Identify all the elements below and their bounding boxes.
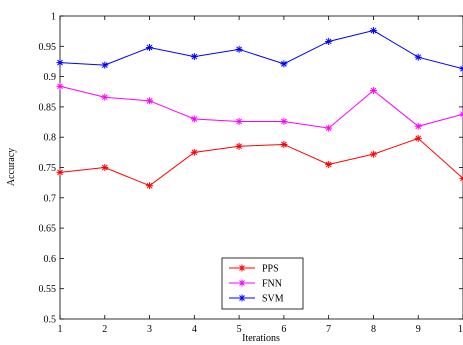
data-point-fnn <box>369 87 377 95</box>
series-line-fnn <box>59 85 463 129</box>
data-point-fnn <box>190 115 198 123</box>
legend: PPS FNN SVM <box>221 257 304 310</box>
y-tick-label: 0.65 <box>39 224 57 235</box>
data-point-pps <box>235 142 243 150</box>
data-point-pps <box>190 148 198 156</box>
y-tick-label: 1 <box>51 12 56 23</box>
y-tick-label: 0.9 <box>44 72 57 83</box>
x-tick-label: 8 <box>371 324 376 335</box>
data-point-pps <box>414 134 422 142</box>
data-point-fnn <box>414 122 422 130</box>
x-tick-label: 10 <box>458 324 463 335</box>
data-point-svm <box>56 59 64 67</box>
y-tick-label: 0.95 <box>39 42 57 53</box>
series-line-svm <box>59 30 463 70</box>
data-point-svm <box>414 53 422 61</box>
y-axis-label: Accuracy <box>6 148 17 186</box>
x-tick-label: 9 <box>416 324 421 335</box>
data-point-pps <box>280 140 288 148</box>
data-point-svm <box>235 45 243 53</box>
legend-marker-pps <box>238 264 246 272</box>
data-point-svm <box>280 60 288 68</box>
x-axis-label: Iterations <box>242 333 280 344</box>
x-tick-label: 4 <box>192 324 197 335</box>
data-point-fnn <box>56 82 64 90</box>
data-point-pps <box>459 174 463 182</box>
y-tick-label: 0.6 <box>44 254 57 265</box>
x-tick-label: 3 <box>147 324 152 335</box>
y-tick-label: 0.75 <box>39 163 57 174</box>
data-point-svm <box>190 53 198 61</box>
x-tick-label: 6 <box>281 324 286 335</box>
data-point-svm <box>146 44 154 52</box>
x-tick-label: 1 <box>58 324 63 335</box>
y-tick-label: 0.8 <box>44 133 57 144</box>
data-point-pps <box>369 150 377 158</box>
y-tick-label: 0.55 <box>39 284 57 295</box>
data-point-pps <box>146 182 154 190</box>
data-point-fnn <box>146 97 154 105</box>
x-tick-label: 5 <box>237 324 242 335</box>
series-line-pps <box>59 137 463 187</box>
data-point-svm <box>369 27 377 35</box>
legend-label-svm: SVM <box>262 294 284 305</box>
legend-label-pps: PPS <box>262 264 279 275</box>
legend-marker-fnn <box>238 279 246 287</box>
data-point-pps <box>56 168 64 176</box>
x-tick-label: 2 <box>102 324 107 335</box>
data-point-svm <box>101 61 109 69</box>
y-tick-label: 0.5 <box>44 315 57 326</box>
data-point-fnn <box>101 93 109 101</box>
data-point-pps <box>325 160 333 168</box>
data-point-svm <box>325 37 333 45</box>
legend-label-fnn: FNN <box>262 279 282 290</box>
data-point-pps <box>101 164 109 171</box>
x-axis-ticks: 1 2 3 4 5 6 7 8 9 10 <box>58 16 463 335</box>
data-point-fnn <box>235 117 243 125</box>
y-axis-ticks: 0.5 0.55 0.6 0.65 0.7 0.75 0.8 0.85 0.9 0.95 1 <box>39 12 463 326</box>
series-layer <box>56 27 463 190</box>
y-tick-label: 0.85 <box>39 102 57 113</box>
x-tick-label: 7 <box>326 324 331 335</box>
data-point-fnn <box>325 124 333 132</box>
data-point-svm <box>459 65 463 73</box>
legend-marker-svm <box>238 294 246 302</box>
y-tick-label: 0.7 <box>44 193 57 204</box>
data-point-fnn <box>459 110 463 118</box>
data-point-fnn <box>280 117 288 125</box>
